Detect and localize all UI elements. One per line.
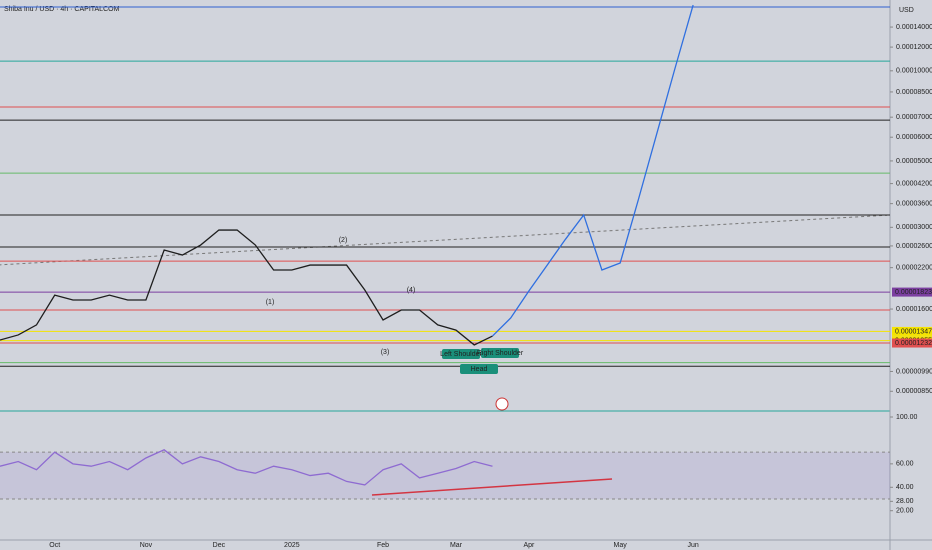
x-tick-label: Jun [687, 542, 698, 549]
rsi-trend-line [371, 478, 613, 496]
y-tick-label: 0.00002200 [896, 264, 932, 271]
rsi-band [0, 452, 890, 499]
series-line [0, 449, 493, 486]
x-tick-label: Apr [524, 542, 536, 549]
rsi-pane [0, 412, 890, 540]
y-tick-label: 60.00 [896, 461, 914, 468]
chart-title: Shiba Inu / USD · 4h · CAPITALCOM [4, 6, 120, 13]
price-label: 0.00001347 [895, 328, 932, 335]
y-tick-label: 0.00010000 [896, 68, 932, 75]
annotation: Left Shoulder [440, 351, 482, 358]
y-tick-label: 0.00001600 [896, 306, 932, 313]
y-tick-label: 20.00 [896, 508, 914, 515]
x-tick-label: Oct [49, 542, 60, 549]
y-tick-label: 0.00002600 [896, 243, 932, 250]
annotation: (3) [381, 349, 390, 356]
price-label: 0.00001823 [895, 289, 932, 296]
y-tick-label: 40.00 [896, 484, 914, 491]
series-line [0, 229, 493, 346]
annotation: Right Shoulder [477, 350, 524, 357]
x-tick-label: Feb [377, 542, 389, 549]
y-tick-label: 0.00006000 [896, 134, 932, 141]
y-tick-label: 0.00007000 [896, 114, 932, 121]
x-tick-label: Nov [140, 542, 153, 549]
y-tick-label: 100.00 [896, 414, 918, 421]
x-tick-label: 2025 [284, 542, 300, 549]
price-label-box [892, 326, 932, 336]
price-label-box [892, 338, 932, 348]
y-tick-label: 0.00008500 [896, 89, 932, 96]
annotation-box [460, 364, 498, 374]
y-tick-label: 0.00012000 [896, 44, 932, 51]
series-line [492, 4, 694, 337]
y-tick-label: 0.00004200 [896, 180, 932, 187]
annotation-box [442, 349, 480, 359]
annotation: (1) [266, 299, 275, 306]
annotation: Head [471, 366, 488, 373]
x-tick-label: Mar [450, 542, 463, 549]
x-tick-label: Dec [213, 542, 226, 549]
y-tick-label: 28.00 [896, 498, 914, 505]
price-label: 0.00001232 [895, 340, 932, 347]
trend-line [0, 214, 888, 266]
x-tick-label: May [614, 542, 628, 549]
y-tick-label: 0.00003600 [896, 200, 932, 207]
y-tick-label: 0.00000850 [896, 388, 932, 395]
y-tick-label: 0.00003000 [896, 224, 932, 231]
y-tick-label: 0.00014000 [896, 24, 932, 31]
event-icon[interactable] [495, 397, 509, 411]
annotation: (4) [407, 287, 416, 294]
y-tick-label: 0.00005000 [896, 158, 932, 165]
annotation-box [481, 348, 519, 358]
axis-unit: USD [899, 7, 914, 14]
price-label-box [892, 287, 932, 297]
y-tick-label: 0.00000990 [896, 368, 932, 375]
annotation: (2) [339, 237, 348, 244]
